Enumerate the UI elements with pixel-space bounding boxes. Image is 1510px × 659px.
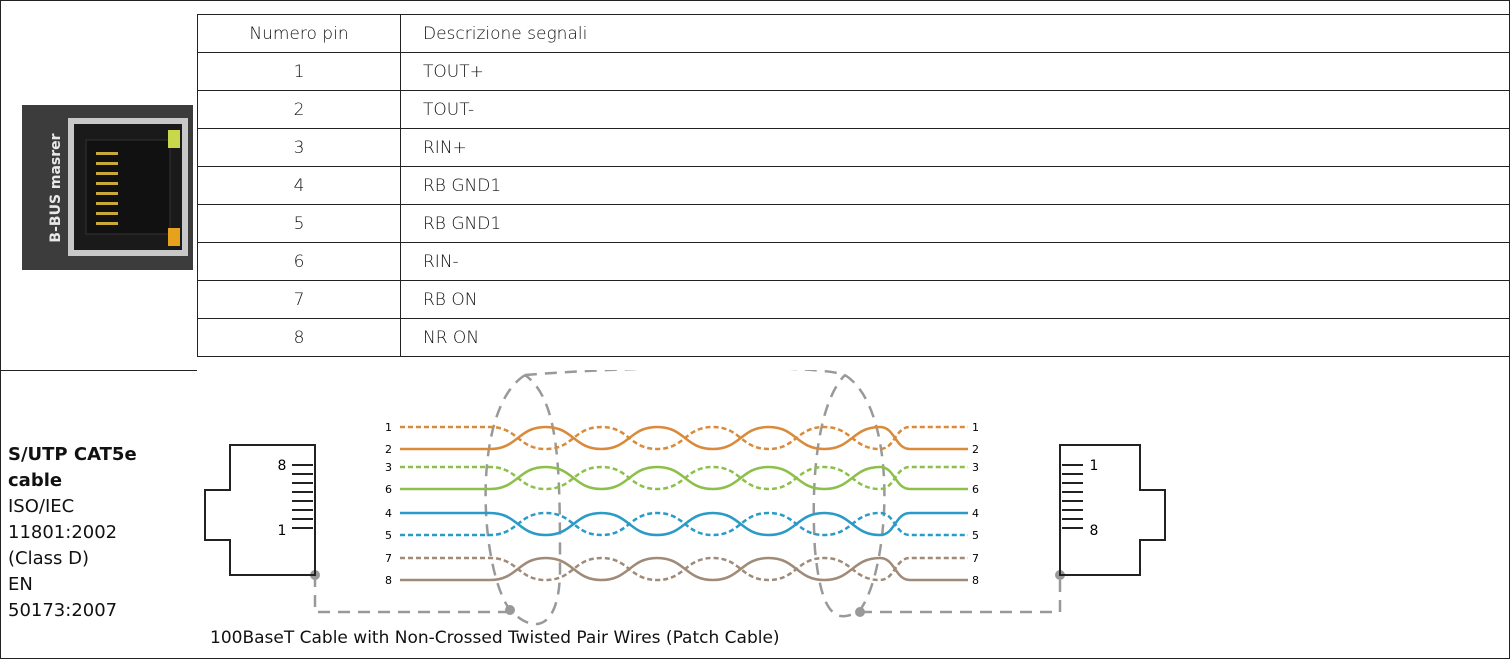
wire-label: 7 [385, 552, 392, 565]
caption: 100BaseT Cable with Non-Crossed Twisted … [210, 628, 780, 648]
jack-label: 8 [278, 458, 287, 474]
jack-label: 1 [278, 523, 287, 539]
wire-label: 2 [385, 443, 392, 456]
cell: 7 [198, 281, 401, 319]
header-cell: Numero pin [198, 15, 401, 53]
wire-label: 4 [385, 507, 392, 520]
cell: RB GND1 [401, 205, 1510, 243]
wire-label: 6 [972, 483, 979, 496]
wire-label: 6 [385, 483, 392, 496]
wire-label: 7 [972, 552, 979, 565]
jack-label: 8 [1090, 523, 1099, 539]
cell: 8 [198, 319, 401, 357]
cell: 5 [198, 205, 401, 243]
wire-label: 2 [972, 443, 979, 456]
cell: 6 [198, 243, 401, 281]
cell: 4 [198, 167, 401, 205]
wire-label: 1 [972, 421, 979, 434]
cell: 3 [198, 129, 401, 167]
wire-label: 1 [385, 421, 392, 434]
connector-photo: B-BUS masrer [0, 0, 197, 370]
wire-label: 8 [972, 574, 979, 587]
cell: RB ON [401, 281, 1510, 319]
connector-label: B-BUS masrer [48, 133, 64, 242]
page: B-BUS masrer Numero pinDescrizione segna… [0, 0, 1510, 659]
wire [400, 427, 968, 449]
cell: RIN+ [401, 129, 1510, 167]
cell: RB GND1 [401, 167, 1510, 205]
wire-label: 3 [972, 461, 979, 474]
wire-label: 5 [972, 529, 979, 542]
wiring-diagram: 8 1 1 8 1 1 2 2 3 3 6 6 4 4 5 5 7 7 8 8 [0, 370, 1510, 628]
cell: 1 [198, 53, 401, 91]
cell: TOUT- [401, 91, 1510, 129]
wire [400, 558, 968, 580]
wire-label: 5 [385, 529, 392, 542]
header-cell: Descrizione segnali [401, 15, 1510, 53]
cell: NR ON [401, 319, 1510, 357]
wire-label: 3 [385, 461, 392, 474]
cell: 2 [198, 91, 401, 129]
wire-label: 4 [972, 507, 979, 520]
wire-label: 8 [385, 574, 392, 587]
cell: TOUT+ [401, 53, 1510, 91]
cell: RIN- [401, 243, 1510, 281]
jack-label: 1 [1090, 458, 1099, 474]
